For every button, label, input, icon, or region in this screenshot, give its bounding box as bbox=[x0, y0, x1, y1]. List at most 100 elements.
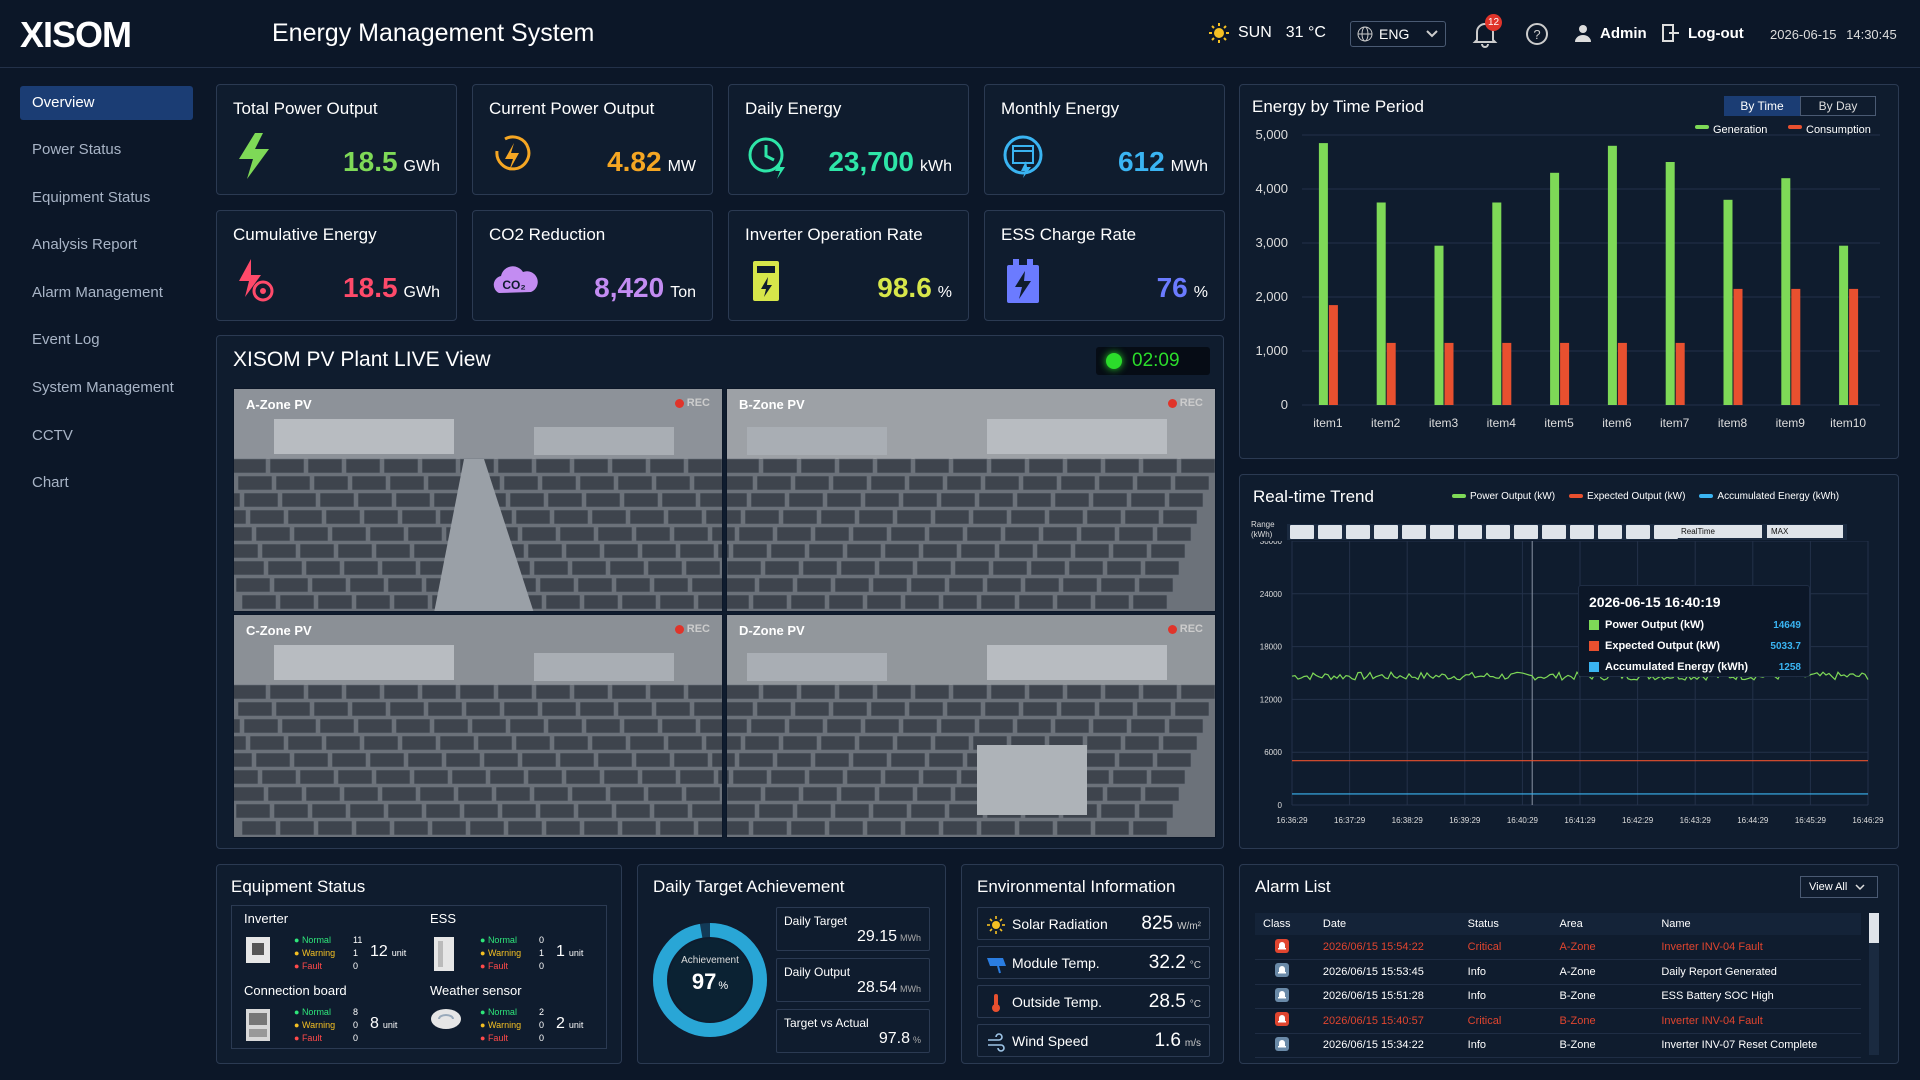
alarm-row[interactable]: 2026/06/15 15:51:28 Info B-Zone ESS Batt… bbox=[1255, 984, 1861, 1009]
status-normal-label: ● Normal bbox=[480, 1007, 517, 1017]
bar-generation-item10[interactable] bbox=[1839, 245, 1849, 405]
bar-consumption-item2[interactable] bbox=[1386, 342, 1396, 405]
download-icon[interactable] bbox=[1626, 525, 1650, 539]
energy-chart-panel: Energy by Time Period By Time By Day Gen… bbox=[1239, 84, 1899, 459]
alarm-class-icon bbox=[1255, 1033, 1323, 1058]
env-value: 32.2 °C bbox=[1148, 952, 1201, 973]
scrollbar-thumb[interactable] bbox=[1869, 913, 1879, 943]
column-header-name[interactable]: Name bbox=[1661, 913, 1861, 935]
bar-generation-item1[interactable] bbox=[1318, 143, 1328, 405]
alarm-row[interactable]: 2026/06/15 15:40:57 Critical B-Zone Inve… bbox=[1255, 1009, 1861, 1033]
column-header-area[interactable]: Area bbox=[1559, 913, 1662, 935]
weather-label: SUN bbox=[1238, 24, 1272, 41]
bar-consumption-item4[interactable] bbox=[1502, 342, 1512, 405]
range-value-select[interactable]: MAX bbox=[1767, 525, 1843, 538]
help-icon[interactable]: ? bbox=[1525, 22, 1549, 46]
alarm-row[interactable]: 2026/06/15 15:34:22 Info B-Zone Inverter… bbox=[1255, 1033, 1861, 1058]
env-label: Outside Temp. bbox=[1012, 994, 1103, 1010]
equipment-total: 1 unit bbox=[556, 943, 584, 960]
settings-icon[interactable] bbox=[1598, 525, 1622, 539]
column-header-status[interactable]: Status bbox=[1467, 913, 1560, 935]
sidebar-item-power-status[interactable]: Power Status bbox=[32, 141, 122, 158]
image-icon[interactable] bbox=[1542, 525, 1566, 539]
bar-consumption-item3[interactable] bbox=[1444, 342, 1454, 405]
first-page-icon[interactable] bbox=[1290, 525, 1314, 539]
zoom-out-icon[interactable] bbox=[1346, 525, 1370, 539]
cctv-feed-b-zone-pv[interactable]: B-Zone PV REC bbox=[726, 388, 1216, 612]
env-wind-speed: Wind Speed 1.6 m/s bbox=[977, 1024, 1210, 1057]
upload-icon[interactable] bbox=[1654, 525, 1678, 539]
sidebar-item-analysis-report[interactable]: Analysis Report bbox=[32, 236, 138, 253]
status-fault-count: 0 bbox=[353, 961, 359, 971]
sidebar-item-event-log[interactable]: Event Log bbox=[32, 331, 100, 348]
bar-generation-item3[interactable] bbox=[1434, 245, 1444, 405]
sidebar-item-system-management[interactable]: System Management bbox=[32, 379, 174, 396]
view-all-select[interactable]: View All bbox=[1800, 876, 1878, 898]
sidebar-item-equipment-status[interactable]: Equipment Status bbox=[32, 189, 151, 206]
alarm-row[interactable]: 2026/06/15 15:53:45 Info A-Zone Daily Re… bbox=[1255, 960, 1861, 984]
equipment-panel: Equipment Status Inverter ● Normal 11 ● Wa… bbox=[216, 864, 622, 1064]
fast-forward-icon[interactable] bbox=[1458, 525, 1482, 539]
alarm-status: Info bbox=[1467, 1039, 1487, 1052]
logout-button[interactable]: Log-out bbox=[1662, 24, 1744, 42]
app-logo[interactable]: XISOM bbox=[20, 14, 132, 55]
column-header-date[interactable]: Date bbox=[1322, 913, 1468, 935]
equipment-ess[interactable]: ESS ● Normal 0 ● Warning 1 ● Fault 0 1 unit bbox=[430, 911, 620, 981]
legend-label-consumption: Consumption bbox=[1806, 124, 1871, 136]
bar-consumption-item7[interactable] bbox=[1675, 342, 1685, 405]
rewind-icon[interactable] bbox=[1374, 525, 1398, 539]
prev-icon[interactable] bbox=[1402, 525, 1426, 539]
co2-cloud-icon: CO₂ bbox=[489, 257, 538, 307]
bar-consumption-item10[interactable] bbox=[1849, 288, 1859, 405]
bar-generation-item2[interactable] bbox=[1376, 202, 1386, 406]
bar-generation-item7[interactable] bbox=[1665, 162, 1675, 405]
zoom-in-icon[interactable] bbox=[1318, 525, 1342, 539]
bar-generation-item5[interactable] bbox=[1550, 172, 1560, 405]
tooltip-label: Power Output (kW) bbox=[1605, 619, 1704, 631]
alarm-scrollbar[interactable] bbox=[1869, 913, 1879, 1055]
edit-icon[interactable] bbox=[1570, 525, 1594, 539]
datetime: 2026-06-15 14:30:45 bbox=[1770, 27, 1897, 42]
bar-consumption-item6[interactable] bbox=[1617, 342, 1627, 405]
by-day-button[interactable]: By Day bbox=[1800, 96, 1876, 116]
x-tick-label: 16:41:29 bbox=[1564, 816, 1596, 825]
next-icon[interactable] bbox=[1430, 525, 1454, 539]
status-warning-label: ● Warning bbox=[294, 1020, 336, 1030]
rec-dot-icon bbox=[1167, 624, 1177, 634]
tooltip-label: Accumulated Energy (kWh) bbox=[1605, 661, 1749, 673]
cctv-feed-c-zone-pv[interactable]: C-Zone PV REC bbox=[233, 614, 723, 838]
logout-icon bbox=[1662, 24, 1679, 42]
bar-generation-item9[interactable] bbox=[1781, 178, 1791, 405]
sidebar-item-cctv[interactable]: CCTV bbox=[32, 427, 73, 444]
bar-consumption-item9[interactable] bbox=[1791, 288, 1801, 405]
alarm-row[interactable]: 2026/06/15 15:54:22 Critical A-Zone Inve… bbox=[1255, 935, 1861, 960]
alarm-status: Info bbox=[1467, 990, 1487, 1003]
cctv-feed-a-zone-pv[interactable]: A-Zone PV REC bbox=[233, 388, 723, 612]
range-mode-select[interactable]: RealTime bbox=[1677, 525, 1762, 538]
copy-icon[interactable] bbox=[1514, 525, 1538, 539]
bar-generation-item4[interactable] bbox=[1492, 202, 1502, 406]
sidebar-item-alarm-management[interactable]: Alarm Management bbox=[32, 284, 163, 301]
by-time-button[interactable]: By Time bbox=[1724, 96, 1800, 116]
bar-consumption-item5[interactable] bbox=[1560, 342, 1570, 405]
bar-generation-item6[interactable] bbox=[1607, 145, 1617, 406]
equipment-connection-board[interactable]: Connection board ● Normal 8 ● Warning 0 ● Fa… bbox=[244, 983, 434, 1053]
column-header-class[interactable]: Class bbox=[1255, 913, 1323, 935]
user-menu[interactable]: Admin bbox=[1574, 24, 1647, 42]
target-box-label: Daily Target bbox=[784, 914, 848, 928]
sidebar-item-overview[interactable]: Overview bbox=[20, 86, 193, 120]
notification-badge: 12 bbox=[1485, 14, 1502, 31]
kpi-number: 23,700 bbox=[828, 146, 914, 177]
bar-generation-item8[interactable] bbox=[1723, 199, 1733, 405]
clock-icon[interactable] bbox=[1486, 525, 1510, 539]
alarm-date: 2026/06/15 15:53:45 bbox=[1322, 965, 1424, 978]
sidebar-item-chart[interactable]: Chart bbox=[32, 474, 69, 491]
alarm-area: B-Zone bbox=[1559, 1039, 1596, 1052]
bar-consumption-item8[interactable] bbox=[1733, 288, 1743, 405]
language-select[interactable]: ENG bbox=[1350, 21, 1446, 47]
equipment-weather-sensor[interactable]: Weather sensor ● Normal 2 ● Warning 0 ● Faul… bbox=[430, 983, 620, 1053]
kpi-label: Inverter Operation Rate bbox=[745, 225, 923, 244]
cctv-feed-d-zone-pv[interactable]: D-Zone PV REC bbox=[726, 614, 1216, 838]
equipment-inverter[interactable]: Inverter ● Normal 11 ● Warning 1 ● Fault 0 12… bbox=[244, 911, 434, 981]
bar-consumption-item1[interactable] bbox=[1328, 305, 1338, 405]
